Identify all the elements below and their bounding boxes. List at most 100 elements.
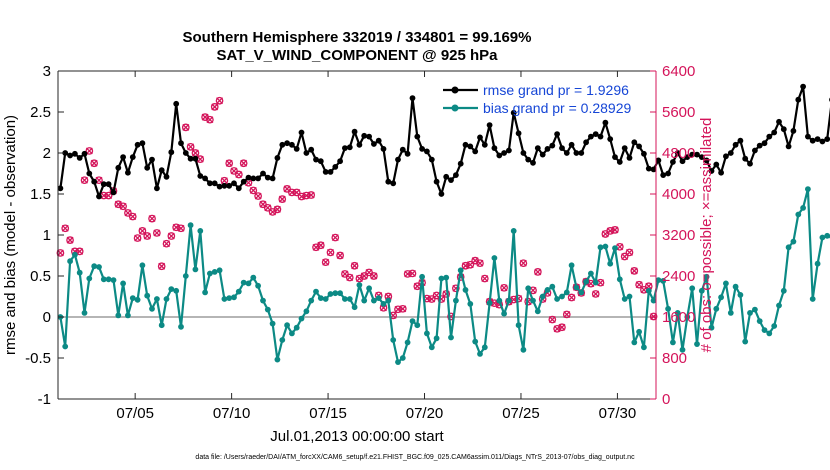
rmse-point	[708, 168, 715, 174]
bias-point	[149, 305, 155, 312]
obs-count-point	[75, 247, 84, 256]
obs-assimilated-marker	[240, 159, 248, 167]
rmse-point	[216, 183, 223, 190]
obs-possible-marker	[75, 247, 84, 256]
rmse-point	[641, 150, 647, 157]
obs-possible-marker	[254, 192, 262, 200]
rmse-point	[809, 137, 816, 144]
x-axis-label: Jul.01,2013 00:00:00 start	[270, 428, 444, 445]
bias-point	[342, 296, 348, 302]
rmse-point	[207, 180, 213, 187]
y-right-tick-label: 3200	[662, 227, 695, 244]
bias-point	[361, 297, 368, 304]
obs-assimilated-marker	[249, 186, 257, 194]
obs-possible-marker	[567, 293, 576, 302]
bias-point	[81, 310, 88, 316]
obs-count-point	[85, 147, 94, 155]
bias-point	[563, 289, 570, 296]
obs-possible-marker	[288, 188, 296, 197]
obs-possible-marker	[625, 248, 634, 257]
rmse-point	[790, 127, 797, 134]
obs-count-point	[119, 202, 127, 211]
bias-point	[289, 330, 295, 337]
bias-point	[539, 293, 546, 300]
obs-count-point	[157, 262, 166, 271]
obs-assimilated-marker	[225, 159, 233, 167]
bias-point	[86, 275, 93, 282]
obs-assimilated-marker	[293, 189, 301, 196]
rmse-point	[255, 175, 261, 182]
obs-count-point	[80, 176, 89, 185]
obs-possible-marker	[259, 200, 267, 209]
obs-count-point	[153, 229, 161, 237]
bias-point	[689, 285, 696, 292]
obs-count-point	[225, 159, 234, 168]
rmse-point	[303, 150, 310, 156]
obs-assimilated-marker	[346, 274, 354, 281]
y-tick-label: 2	[43, 145, 51, 162]
rmse-point	[197, 173, 204, 179]
bias-point	[805, 186, 811, 193]
bias-point	[371, 297, 377, 304]
bias-point	[694, 341, 700, 347]
rmse-point	[443, 173, 450, 180]
rmse-point	[761, 140, 768, 147]
rmse-point	[737, 137, 744, 144]
obs-assimilated-marker	[230, 167, 238, 175]
obs-count-point	[167, 232, 176, 240]
obs-possible-marker	[292, 188, 301, 197]
obs-assimilated-marker	[534, 268, 542, 276]
obs-assimilated-marker	[317, 241, 325, 249]
bias-point	[424, 330, 430, 337]
obs-assimilated-marker	[490, 299, 498, 307]
obs-possible-marker	[562, 310, 571, 319]
rmse-point	[530, 159, 536, 166]
rmse-point	[665, 170, 671, 177]
rmse-point	[163, 173, 170, 180]
rmse-point	[481, 141, 488, 148]
obs-assimilated-marker	[124, 209, 132, 217]
y-axis-label: rmse and bias (model - observation)	[2, 115, 19, 355]
obs-count-point	[162, 239, 171, 248]
bias-point	[756, 318, 763, 324]
bias-point	[771, 323, 778, 329]
bias-point	[192, 266, 199, 273]
x-tick-label: 07/25	[502, 405, 540, 422]
obs-assimilated-marker	[597, 279, 604, 287]
rmse-point	[433, 178, 440, 185]
rmse-point	[645, 165, 652, 172]
bias-point	[76, 269, 83, 276]
obs-possible-marker	[365, 268, 373, 277]
obs-assimilated-marker	[327, 248, 334, 256]
bias-point	[761, 327, 768, 333]
y-tick-label: 1	[43, 227, 51, 244]
rmse-point	[100, 181, 107, 188]
bias-point	[313, 288, 319, 295]
obs-possible-marker	[215, 96, 224, 105]
bias-point	[809, 296, 816, 302]
rmse-point	[385, 178, 392, 185]
bias-point	[641, 344, 647, 351]
y-right-tick-label: 2400	[662, 268, 695, 285]
obs-count-point	[611, 226, 619, 234]
rmse-point	[414, 133, 421, 140]
rmse-point	[742, 155, 749, 162]
obs-count-point	[350, 261, 359, 270]
obs-count-point	[133, 234, 142, 242]
obs-possible-marker	[239, 159, 248, 168]
obs-possible-marker	[283, 185, 291, 193]
bias-point	[800, 205, 806, 211]
rmse-point	[626, 155, 633, 161]
plot-area	[58, 71, 656, 399]
y-tick-label: 0	[43, 309, 51, 326]
rmse-point	[723, 153, 729, 160]
obs-possible-marker	[225, 159, 234, 168]
bias-point	[96, 264, 102, 270]
bias-point	[308, 297, 315, 304]
obs-count-point	[336, 251, 344, 260]
rmse-point	[361, 132, 368, 139]
y-right-tick-label: 1600	[662, 309, 695, 326]
bias-point	[549, 283, 556, 290]
rmse-point	[144, 164, 151, 171]
obs-possible-marker	[630, 267, 639, 275]
